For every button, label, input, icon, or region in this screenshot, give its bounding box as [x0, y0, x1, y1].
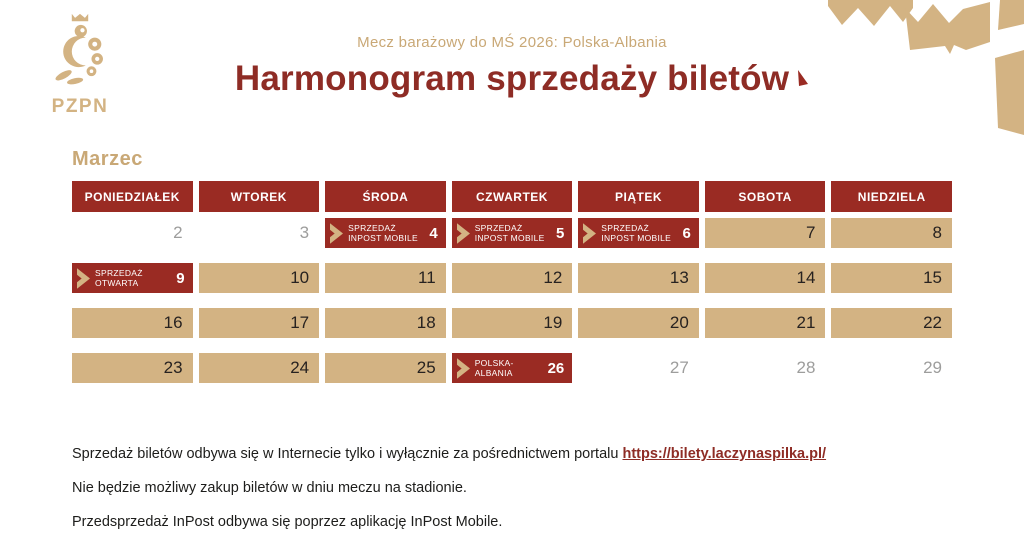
day-number: 20 [669, 313, 689, 332]
page-header: Mecz barażowy do MŚ 2026: Polska-Albania… [0, 34, 1024, 99]
day-number: 14 [796, 268, 816, 287]
note-online-sales-text: Sprzedaż biletów odbywa się w Internecie… [72, 446, 623, 462]
day-cell-9: SPRZEDAŻ OTWARTA 9 [72, 263, 193, 293]
calendar-body: 2 3 SPRZEDAŻ INPOST MOBILE 4 SPRZEDAŻ INPOST M… [72, 218, 952, 383]
day-cell-10: 10 [198, 263, 320, 293]
tickets-portal-link[interactable]: https://bilety.laczynaspilka.pl/ [622, 446, 827, 462]
day-cell-5: SPRZEDAŻ INPOST MOBILE 5 [451, 218, 573, 248]
day-cell-12: 12 [451, 263, 573, 293]
pzpn-eagle-icon [34, 12, 126, 96]
note-inpost-presale: Przedsprzedaż InPost odbywa się poprzez … [72, 514, 503, 530]
day-number: 23 [163, 358, 183, 377]
calendar-week: SPRZEDAŻ OTWARTA 9 10 11 12 13 14 15 [72, 263, 952, 293]
page-title: Harmonogram sprzedaży biletów [234, 59, 790, 98]
weekday-monday: PONIEDZIAŁEK [72, 181, 193, 212]
day-number: 21 [796, 313, 816, 332]
weekday-sunday: NIEDZIELA [831, 181, 952, 212]
day-number: 3 [299, 223, 310, 242]
day-number: 28 [796, 358, 816, 377]
chevron-right-icon [583, 222, 597, 244]
day-number: 13 [669, 268, 689, 287]
weekday-thursday: CZWARTEK [451, 181, 573, 212]
calendar-week: 23 24 25 POLSKA- ALBANIA 26 27 28 29 [72, 353, 952, 383]
day-number: 7 [805, 223, 816, 242]
day-cell-21: 21 [704, 308, 826, 338]
calendar-week: 16 17 18 19 20 21 22 [72, 308, 952, 338]
day-cell-13: 13 [578, 263, 699, 293]
calendar-week: 2 3 SPRZEDAŻ INPOST MOBILE 4 SPRZEDAŻ INPOST M… [72, 218, 952, 248]
day-cell-20: 20 [578, 308, 699, 338]
day-number: 29 [923, 358, 942, 377]
day-cell-6: SPRZEDAŻ INPOST MOBILE 6 [578, 218, 699, 248]
chevron-right-icon [456, 357, 470, 379]
match-subtitle: Mecz barażowy do MŚ 2026: Polska-Albania [357, 34, 667, 51]
weekday-wednesday: ŚRODA [325, 181, 446, 212]
weekday-tuesday: WTOREK [198, 181, 320, 212]
weekday-header-row: PONIEDZIAŁEK WTOREK ŚRODA CZWARTEK PIĄTE… [72, 181, 952, 212]
day-number: 10 [290, 268, 310, 287]
day-cell-24: 24 [198, 353, 320, 383]
day-number: 12 [543, 268, 563, 287]
month-label: Marzec [72, 148, 143, 170]
day-cell-11: 11 [325, 263, 446, 293]
day-number: 9 [176, 269, 185, 287]
day-cell-19: 19 [451, 308, 573, 338]
weekday-friday: PIĄTEK [578, 181, 699, 212]
event-label: SPRZEDAŻ INPOST MOBILE [348, 222, 419, 243]
footer-notes: Sprzedaż biletów odbywa się w Internecie… [72, 446, 826, 548]
day-number: 22 [923, 313, 942, 332]
day-cell-3: 3 [199, 218, 320, 248]
day-cell-26: POLSKA- ALBANIA 26 [451, 353, 573, 383]
day-number: 5 [555, 224, 565, 242]
pzpn-logo-text: PZPN [51, 96, 109, 117]
day-cell-8: 8 [831, 218, 952, 248]
day-cell-2: 2 [72, 218, 193, 248]
day-number: 25 [416, 358, 436, 377]
day-cell-7: 7 [704, 218, 826, 248]
chevron-right-icon [330, 222, 344, 244]
day-cell-17: 17 [198, 308, 320, 338]
day-number: 27 [669, 358, 689, 377]
day-cell-27: 27 [578, 353, 699, 383]
day-cell-23: 23 [72, 353, 193, 383]
day-cell-16: 16 [72, 308, 193, 338]
day-cell-25: 25 [325, 353, 446, 383]
day-number: 15 [923, 268, 942, 287]
day-cell-14: 14 [704, 263, 826, 293]
event-label: SPRZEDAŻ OTWARTA [95, 267, 143, 288]
day-number: 11 [418, 268, 436, 287]
weekday-saturday: SOBOTA [704, 181, 826, 212]
note-no-stadium-sales: Nie będzie możliwy zakup biletów w dniu … [72, 480, 467, 496]
chevron-right-icon [77, 267, 90, 289]
zigzag-decoration [798, 0, 1024, 135]
day-number: 24 [290, 358, 310, 377]
day-number: 26 [547, 359, 565, 377]
day-number: 4 [429, 224, 438, 242]
day-cell-22: 22 [831, 308, 952, 338]
day-number: 19 [543, 313, 563, 332]
day-cell-28: 28 [705, 353, 826, 383]
day-number: 2 [173, 223, 183, 242]
pzpn-logo: PZPN [34, 12, 126, 118]
day-number: 6 [682, 224, 691, 242]
day-number: 18 [416, 313, 436, 332]
chevron-right-icon [456, 222, 470, 244]
note-online-sales: Sprzedaż biletów odbywa się w Internecie… [72, 446, 826, 462]
day-cell-29: 29 [831, 353, 952, 383]
day-number: 17 [290, 313, 310, 332]
day-cell-18: 18 [325, 308, 446, 338]
day-cell-15: 15 [831, 263, 952, 293]
event-label: POLSKA- ALBANIA [474, 357, 514, 378]
event-label: SPRZEDAŻ INPOST MOBILE [474, 222, 545, 243]
day-number: 16 [163, 313, 183, 332]
calendar: PONIEDZIAŁEK WTOREK ŚRODA CZWARTEK PIĄTE… [72, 181, 952, 398]
day-number: 8 [932, 223, 942, 242]
event-label: SPRZEDAŻ INPOST MOBILE [601, 222, 672, 243]
day-cell-4: SPRZEDAŻ INPOST MOBILE 4 [325, 218, 446, 248]
